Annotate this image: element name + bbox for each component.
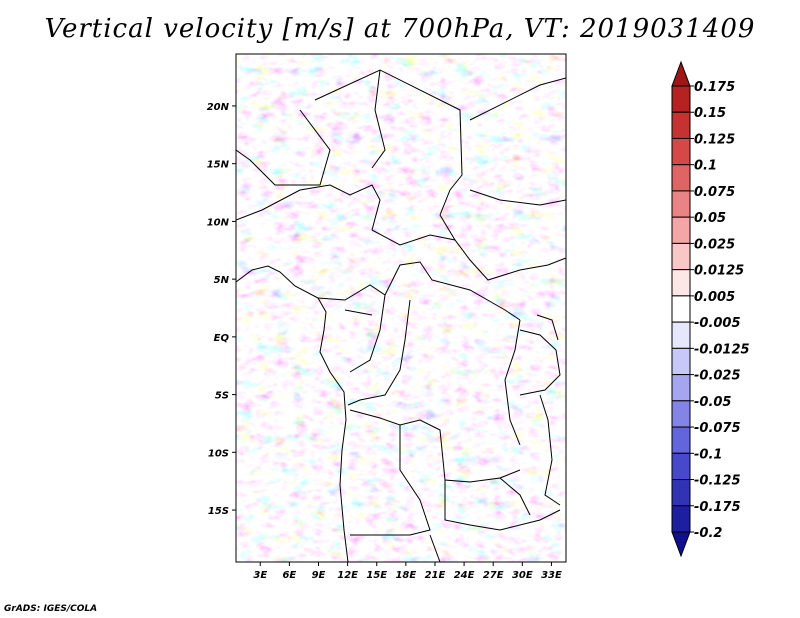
- lon-tick-label: 27E: [483, 570, 504, 581]
- map-panel: [235, 53, 567, 563]
- colorbar-swatch: [671, 269, 691, 297]
- colorbar-swatch: [671, 190, 691, 218]
- colorbar-label: 0.175: [694, 80, 735, 95]
- colorbar-label: -0.005: [694, 316, 741, 331]
- colorbar-label: 0.05: [694, 211, 726, 226]
- colorbar-top-arrow: [671, 60, 691, 87]
- colorbar-swatch: [671, 321, 691, 349]
- colorbar-label: -0.175: [694, 500, 741, 515]
- lon-tick-label: 12E: [337, 570, 358, 581]
- colorbar-label: -0.05: [694, 395, 731, 410]
- velocity-field: [236, 54, 566, 562]
- colorbar-label: -0.125: [694, 474, 741, 489]
- lat-tick-label: 15S: [208, 506, 229, 517]
- colorbar-swatch: [671, 216, 691, 244]
- lon-tick-label: 15E: [366, 570, 387, 581]
- colorbar: 0.175 0.15 0.125 0.1 0.075 0.05 0.025 0.0125 0.0…: [671, 60, 750, 558]
- colorbar-swatch: [671, 347, 691, 376]
- colorbar-label: 0.15: [694, 106, 726, 121]
- colorbar-label: -0.2: [694, 526, 722, 541]
- lon-tick-label: 33E: [541, 570, 562, 581]
- colorbar-label: -0.075: [694, 421, 741, 436]
- colorbar-swatch: [671, 479, 691, 507]
- colorbar-label: 0.125: [694, 132, 735, 147]
- colorbar-swatch: [671, 426, 691, 454]
- lon-tick-label: 30E: [512, 570, 533, 581]
- lon-tick-label: 6E: [282, 570, 296, 581]
- colorbar-swatch: [671, 111, 691, 139]
- colorbar-label: -0.1: [694, 447, 722, 462]
- colorbar-label: -0.0125: [694, 342, 750, 357]
- lon-tick-label: 18E: [395, 570, 416, 581]
- longitude-axis: 3E 6E 9E 12E 15E 18E 21E 24E 27E 30E 33E: [253, 562, 562, 581]
- colorbar-swatch: [671, 242, 691, 271]
- colorbar-label: 0.0125: [694, 264, 744, 279]
- colorbar-label: 0.025: [694, 237, 735, 252]
- colorbar-swatch: [671, 85, 691, 113]
- lon-tick-label: 9E: [312, 570, 326, 581]
- colorbar-swatch: [671, 452, 691, 481]
- lat-tick-label: 10N: [207, 217, 230, 228]
- lon-tick-label: 24E: [454, 570, 475, 581]
- lat-tick-label: 10S: [208, 448, 229, 459]
- colorbar-swatch: [671, 505, 691, 533]
- grads-credit: GrADS: IGES/COLA: [4, 604, 98, 614]
- colorbar-label: 0.075: [694, 185, 735, 200]
- colorbar-swatch: [671, 295, 691, 323]
- lat-tick-label: 5N: [214, 275, 230, 286]
- colorbar-swatch: [671, 164, 691, 192]
- colorbar-label: -0.025: [694, 369, 741, 384]
- colorbar-bottom-arrow: [671, 531, 691, 558]
- colorbar-label: 0.1: [694, 159, 717, 174]
- lat-tick-label: 15N: [207, 160, 230, 171]
- lat-tick-label: 20N: [207, 102, 230, 113]
- lon-tick-label: 3E: [253, 570, 267, 581]
- colorbar-swatch: [671, 400, 691, 428]
- country-borders: [236, 69, 566, 562]
- lat-tick-label: 5S: [215, 391, 229, 402]
- lat-tick-label: EQ: [214, 333, 230, 344]
- colorbar-swatch: [671, 374, 691, 402]
- colorbar-swatch: [671, 137, 691, 166]
- map-title: Vertical velocity [m/s] at 700hPa, VT: 2…: [44, 14, 756, 44]
- lon-tick-label: 21E: [425, 570, 446, 581]
- colorbar-label: 0.005: [694, 290, 735, 305]
- latitude-axis: 20N 15N 10N 5N EQ 5S 10S 15S: [207, 102, 236, 517]
